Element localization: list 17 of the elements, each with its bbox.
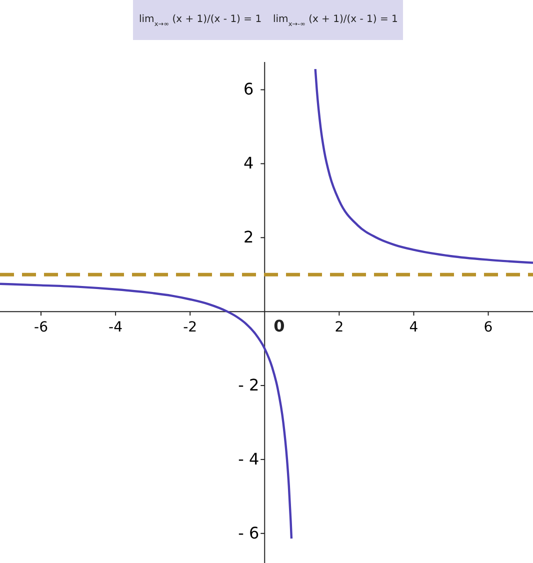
line-series [314, 68, 533, 264]
annotation: 0 [274, 316, 285, 336]
x-tick-label: -2 [183, 320, 198, 336]
text: lim$_{x→∞}$ (x + 1)/(x - 1) = 1 [139, 14, 262, 28]
y-tick-label: - 2 [238, 376, 260, 395]
x-tick-label: -4 [108, 320, 123, 336]
x-tick-label: 4 [409, 320, 418, 336]
y-tick-label: 4 [244, 154, 254, 173]
y-tick-label: - 6 [238, 523, 260, 542]
x-tick-label: 2 [334, 320, 344, 336]
text: lim$_{x→-∞}$ (x + 1)/(x - 1) = 1 [273, 14, 398, 28]
x-tick-label: -6 [34, 320, 48, 336]
y-tick-label: 2 [244, 228, 254, 247]
line-series [0, 282, 293, 540]
y-tick-label: - 4 [238, 449, 260, 468]
y-tick-label: 6 [244, 80, 254, 99]
x-tick-label: 6 [484, 320, 493, 336]
